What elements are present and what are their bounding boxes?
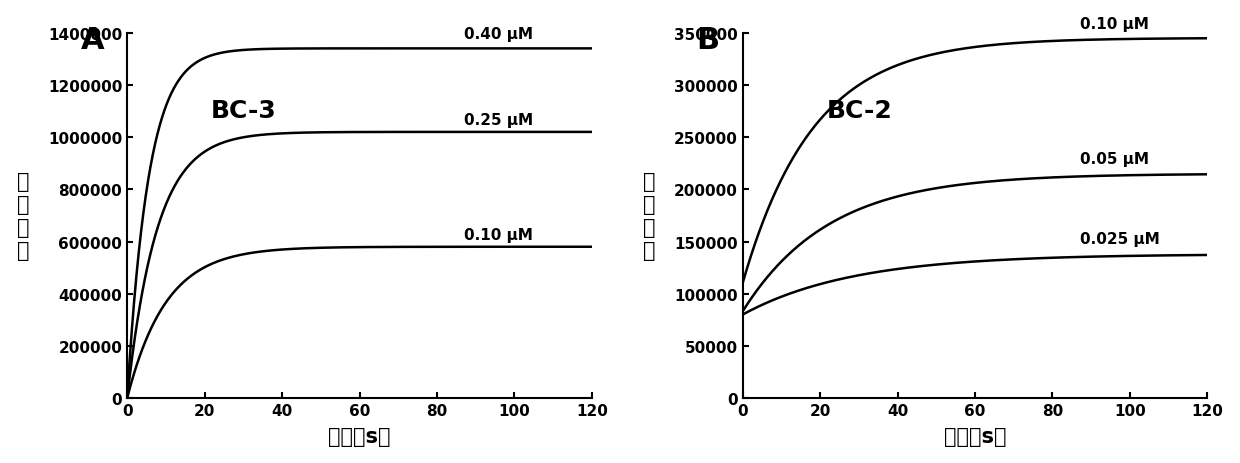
Text: 0.40 μM: 0.40 μM <box>464 26 533 42</box>
Text: 0.05 μM: 0.05 μM <box>1080 152 1148 167</box>
Text: 0.10 μM: 0.10 μM <box>464 227 533 242</box>
Text: 0.10 μM: 0.10 μM <box>1080 17 1148 31</box>
Y-axis label: 荧
光
强
度: 荧 光 强 度 <box>16 171 30 261</box>
Text: 0.25 μM: 0.25 μM <box>464 113 533 127</box>
X-axis label: 时间（s）: 时间（s） <box>944 426 1006 446</box>
Text: A: A <box>81 26 104 55</box>
Text: B: B <box>696 26 719 55</box>
Y-axis label: 荧
光
强
度: 荧 光 强 度 <box>642 171 655 261</box>
Text: 0.025 μM: 0.025 μM <box>1080 231 1159 246</box>
Text: BC-2: BC-2 <box>826 99 892 123</box>
X-axis label: 时间（s）: 时间（s） <box>329 426 391 446</box>
Text: BC-3: BC-3 <box>211 99 277 123</box>
